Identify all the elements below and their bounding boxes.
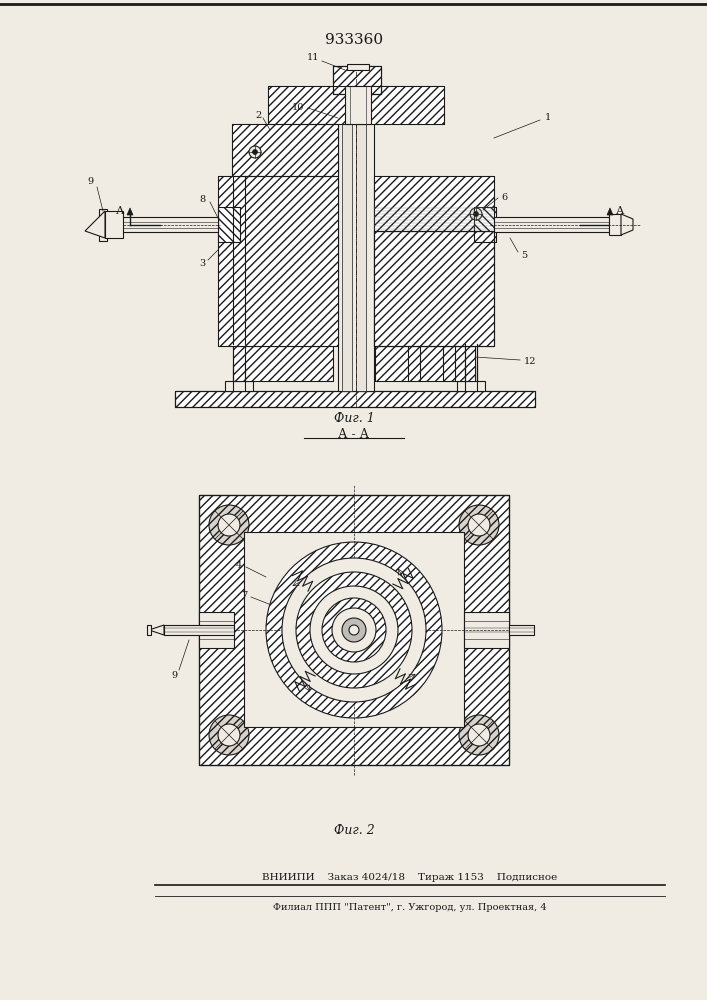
Text: 9: 9 [87, 178, 93, 186]
Text: 3: 3 [199, 258, 205, 267]
Polygon shape [127, 208, 133, 215]
Bar [474, 207, 496, 242]
Bar [464, 612, 509, 648]
Bar [474, 207, 496, 242]
Bar [105, 211, 123, 238]
Bar [609, 214, 621, 235]
Text: 2: 2 [255, 110, 261, 119]
Text: 8: 8 [199, 196, 205, 205]
Text: 1: 1 [545, 113, 551, 122]
Bar [333, 66, 381, 94]
Circle shape [349, 625, 359, 635]
Bar [374, 231, 494, 346]
Bar [199, 495, 509, 765]
Bar [374, 231, 494, 346]
Bar [509, 625, 534, 635]
Bar [175, 391, 535, 407]
Bar [374, 231, 494, 346]
Text: А: А [116, 206, 124, 216]
Bar [233, 346, 333, 381]
Bar [356, 86, 366, 391]
Bar [374, 231, 494, 346]
Bar [268, 86, 444, 124]
Circle shape [470, 208, 482, 220]
Bar [199, 495, 509, 765]
Bar [347, 64, 369, 70]
Bar [375, 346, 475, 381]
Polygon shape [85, 211, 105, 238]
Circle shape [310, 586, 398, 674]
Bar [164, 625, 234, 635]
Text: Фиг. 1: Фиг. 1 [334, 412, 375, 426]
Bar [464, 616, 509, 644]
Bar [342, 86, 352, 391]
Text: Филиал ППП "Патент", г. Ужгород, ул. Проектная, 4: Филиал ППП "Патент", г. Ужгород, ул. Про… [273, 902, 547, 912]
Text: 11: 11 [307, 53, 320, 62]
Bar [232, 124, 338, 176]
Circle shape [282, 558, 426, 702]
Polygon shape [621, 214, 633, 235]
Circle shape [218, 724, 240, 746]
Circle shape [342, 618, 366, 642]
Circle shape [459, 715, 499, 755]
Text: Фиг. 2: Фиг. 2 [334, 824, 375, 836]
Text: 6: 6 [501, 192, 507, 202]
Bar [218, 207, 240, 242]
Text: А - А: А - А [339, 428, 370, 440]
Bar [175, 391, 535, 407]
Text: 9: 9 [171, 670, 177, 680]
Circle shape [468, 514, 490, 536]
Bar [218, 207, 240, 242]
Bar [338, 86, 374, 391]
Circle shape [332, 608, 376, 652]
Circle shape [249, 146, 261, 158]
Text: 10: 10 [292, 103, 304, 111]
Bar [218, 176, 338, 346]
Text: 4: 4 [236, 560, 242, 570]
Circle shape [322, 598, 386, 662]
Bar [374, 176, 494, 231]
Bar [345, 86, 371, 124]
Text: 7: 7 [241, 590, 247, 599]
Text: А: А [616, 206, 624, 216]
Bar [268, 86, 444, 124]
Circle shape [209, 715, 249, 755]
Bar [99, 209, 107, 241]
Circle shape [252, 149, 257, 154]
Bar [218, 176, 338, 346]
Bar [232, 124, 338, 176]
Circle shape [468, 724, 490, 746]
Circle shape [209, 505, 249, 545]
Bar [225, 381, 253, 391]
Polygon shape [149, 625, 164, 635]
Polygon shape [607, 208, 613, 215]
Bar [457, 381, 485, 391]
Text: 5: 5 [521, 250, 527, 259]
Circle shape [218, 514, 240, 536]
Circle shape [474, 212, 479, 217]
Bar [494, 217, 609, 232]
Text: 933360: 933360 [325, 33, 383, 47]
Bar [244, 532, 464, 727]
Bar [233, 346, 333, 381]
Bar [147, 625, 151, 635]
Circle shape [459, 505, 499, 545]
Bar [120, 217, 218, 232]
Bar [374, 176, 494, 231]
Text: 12: 12 [524, 358, 536, 366]
Text: ВНИИПИ    Заказ 4024/18    Тираж 1153    Подписное: ВНИИПИ Заказ 4024/18 Тираж 1153 Подписно… [262, 874, 558, 882]
Bar [199, 612, 234, 648]
Bar [333, 66, 381, 94]
Bar [375, 346, 475, 381]
Circle shape [296, 572, 412, 688]
Circle shape [266, 542, 442, 718]
